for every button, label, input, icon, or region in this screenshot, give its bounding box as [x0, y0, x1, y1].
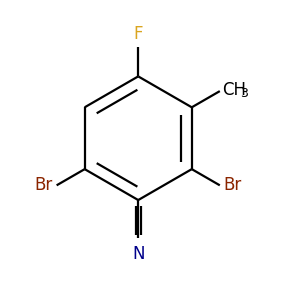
- Text: Br: Br: [35, 176, 53, 194]
- Text: 3: 3: [240, 87, 248, 100]
- Text: F: F: [134, 26, 143, 44]
- Text: N: N: [132, 245, 145, 263]
- Text: Br: Br: [224, 176, 242, 194]
- Text: CH: CH: [222, 81, 246, 99]
